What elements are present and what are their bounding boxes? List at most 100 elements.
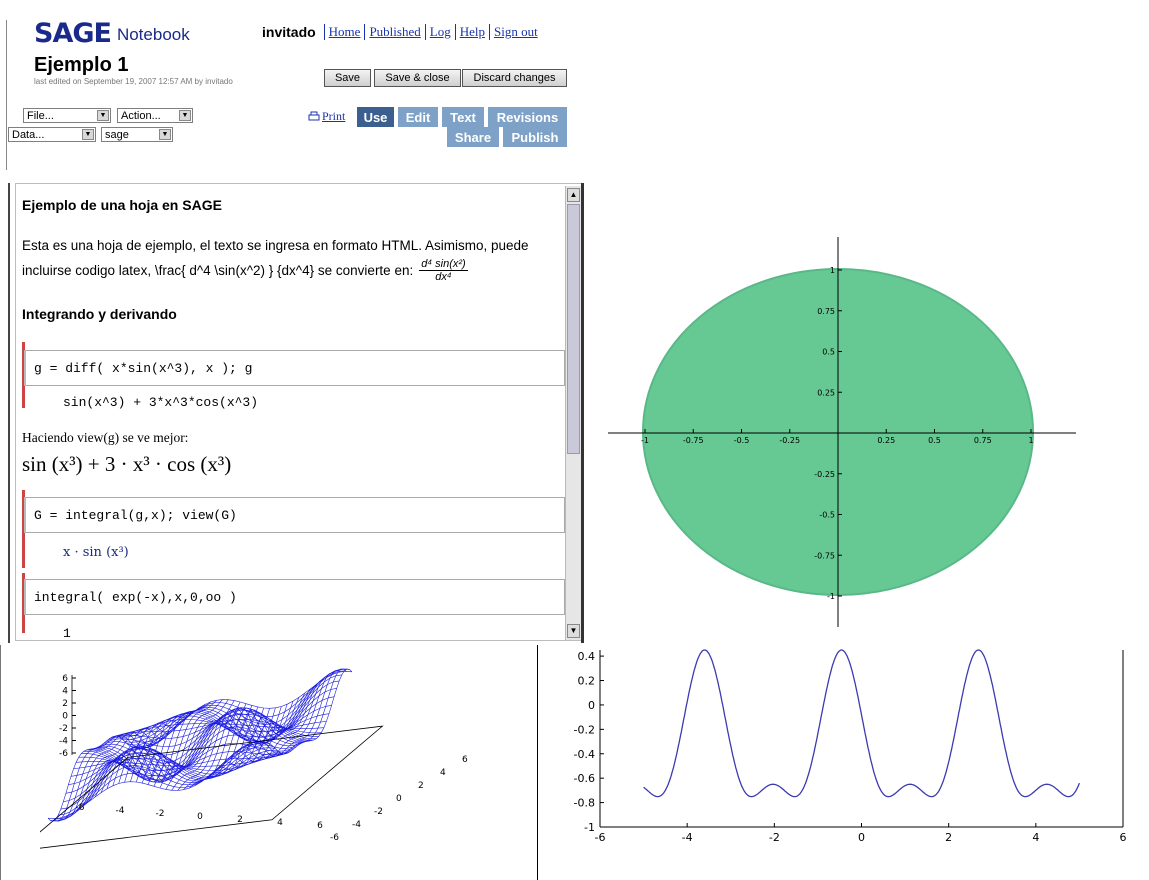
- intro-line-2: incluirse codigo latex, \frac{ d^4 \sin(…: [22, 262, 414, 278]
- save-button[interactable]: Save: [324, 69, 371, 87]
- y-tick-label: -4: [352, 820, 361, 830]
- cell-3-input[interactable]: integral( exp(-x),x,0,oo ): [24, 579, 565, 615]
- logo-mark: SAGE: [34, 18, 112, 49]
- cell-2-output: x · sin (x³): [63, 545, 129, 560]
- cell-marker: [22, 342, 25, 408]
- y-tick-label: 0: [588, 699, 595, 712]
- intro-line-2-row: incluirse codigo latex, \frac{ d^4 \sin(…: [22, 258, 567, 283]
- mesh-line: [53, 734, 147, 822]
- mesh-line: [159, 705, 253, 789]
- z-tick-label: 6: [62, 674, 68, 684]
- x-tick-label: 0: [197, 812, 203, 822]
- logo-text: Notebook: [116, 25, 190, 44]
- data-menu-label: Data...: [12, 128, 45, 141]
- x-tick-label: -6: [595, 831, 606, 842]
- y-tick-label: 0.25: [817, 388, 835, 397]
- mesh-line: [218, 688, 312, 769]
- divider-line: [537, 645, 538, 880]
- scroll-up-icon[interactable]: ▲: [567, 188, 580, 202]
- z-tick-label: -6: [59, 749, 68, 759]
- file-menu[interactable]: File... ▼: [23, 108, 111, 123]
- mesh-line: [212, 692, 306, 774]
- mesh-line: [259, 668, 353, 754]
- line-plot: 0.4 0.2 0 -0.2 -0.4 -0.6 -0.8 -1-6 -4 -2 0 2 4 6: [574, 649, 1127, 842]
- x-tick-label: 4: [277, 818, 283, 828]
- tab-use[interactable]: Use: [357, 107, 394, 127]
- x-tick-label: -6: [76, 803, 85, 813]
- y-tick-label: -6: [330, 833, 339, 843]
- y-tick-label: 0: [396, 794, 402, 804]
- mesh-line: [88, 721, 182, 802]
- tab-revisions[interactable]: Revisions: [488, 107, 567, 127]
- panel-left-edge: [8, 183, 10, 643]
- tab-text[interactable]: Text: [442, 107, 484, 127]
- link-sign-out[interactable]: Sign out: [488, 24, 542, 40]
- intro-paragraph: Esta es una hoja de ejemplo, el texto se…: [22, 234, 567, 283]
- y-tick-label: -1: [584, 821, 595, 834]
- mesh-line: [47, 736, 141, 822]
- mesh-line: [147, 701, 241, 785]
- y-tick-label: 0.75: [817, 307, 835, 316]
- link-log[interactable]: Log: [424, 24, 455, 40]
- tab-publish[interactable]: Publish: [503, 127, 567, 147]
- link-help[interactable]: Help: [454, 24, 489, 40]
- surface-floor: [40, 725, 384, 849]
- x-tick-label: -0.5: [734, 436, 750, 445]
- cell-marker: [22, 573, 25, 633]
- section-heading: Integrando y derivando: [22, 306, 177, 322]
- link-home[interactable]: Home: [323, 24, 365, 40]
- mesh-line: [106, 707, 200, 790]
- y-tick-label: -0.6: [574, 772, 595, 785]
- chevron-down-icon: ▼: [179, 110, 191, 121]
- x-tick-label: 6: [317, 821, 323, 831]
- link-published[interactable]: Published: [364, 24, 424, 40]
- x-tick-label: 0.5: [928, 436, 941, 445]
- surface-plot: 6 4 2 0 -2 -4 -6 -6 -4 -2 0 2 4 6 -6 -4 -2 0 2 4 6: [40, 668, 468, 849]
- tab-share[interactable]: Share: [447, 127, 499, 147]
- tab-edit[interactable]: Edit: [398, 107, 438, 127]
- x-tick-label: 2: [237, 815, 243, 825]
- data-menu[interactable]: Data... ▼: [8, 127, 96, 142]
- view-text: Haciendo view(g) se ve mejor:: [22, 430, 189, 445]
- print-link[interactable]: Print: [308, 109, 345, 124]
- mesh-line: [247, 669, 341, 757]
- mesh-line: [136, 699, 229, 783]
- y-tick-label: 0.4: [578, 650, 596, 663]
- x-tick-label: -1: [641, 436, 649, 445]
- mesh-line: [230, 679, 323, 763]
- x-tick-label: -0.25: [779, 436, 800, 445]
- circle-plot: -1 -0.75 -0.5 -0.25 0.25 0.5 0.75 1 1 0.75 0.5 0.25…: [608, 237, 1076, 627]
- save-close-button[interactable]: Save & close: [374, 69, 461, 87]
- view-math: sin (x³) + 3 · x³ · cos (x³): [22, 452, 232, 476]
- worksheet-scrollbar[interactable]: ▲ ▼: [565, 186, 582, 640]
- cell-2-input[interactable]: G = integral(g,x); view(G): [24, 497, 565, 533]
- system-menu[interactable]: sage ▼: [101, 127, 173, 142]
- cell-1-output: sin(x^3) + 3*x^3*cos(x^3): [63, 395, 259, 410]
- surface-mesh: [47, 668, 353, 822]
- line-frame: 0.4 0.2 0 -0.2 -0.4 -0.6 -0.8 -1-6 -4 -2 0 2 4 6: [574, 650, 1127, 842]
- worksheet-title[interactable]: Ejemplo 1: [34, 54, 129, 76]
- mesh-line: [242, 672, 335, 759]
- x-tick-label: 0.75: [974, 436, 992, 445]
- cell-1-input[interactable]: g = diff( x*sin(x^3), x ); g: [24, 350, 565, 386]
- mesh-line: [124, 700, 217, 783]
- mesh-line: [206, 697, 300, 779]
- mesh-line: [141, 700, 235, 784]
- system-menu-label: sage: [105, 128, 129, 141]
- fraction-numerator: d⁴ sin(x²): [419, 258, 468, 271]
- discard-changes-button[interactable]: Discard changes: [462, 69, 567, 87]
- mesh-line: [94, 716, 188, 798]
- sage-logo[interactable]: SAGE Notebook: [34, 20, 190, 48]
- mesh-line: [224, 683, 317, 765]
- mesh-line: [236, 676, 329, 761]
- scroll-thumb[interactable]: [567, 204, 580, 454]
- y-tick-label: 2: [418, 781, 424, 791]
- x-tick-label: 0.25: [877, 436, 895, 445]
- mesh-line: [65, 731, 158, 818]
- z-tick-label: -4: [59, 737, 68, 747]
- intro-line-1: Esta es una hoja de ejemplo, el texto se…: [22, 238, 529, 253]
- scroll-down-icon[interactable]: ▼: [567, 624, 580, 638]
- y-tick-label: -1: [827, 592, 835, 601]
- action-menu[interactable]: Action... ▼: [117, 108, 193, 123]
- x-tick-label: -0.75: [683, 436, 704, 445]
